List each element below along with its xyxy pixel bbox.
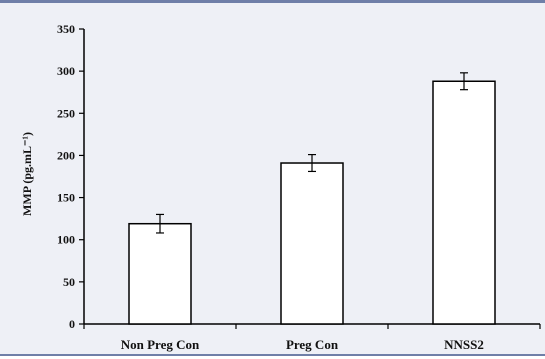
y-tick-label: 50 bbox=[63, 275, 75, 289]
bar bbox=[432, 80, 496, 325]
x-tick-label: NNSS2 bbox=[444, 337, 484, 352]
y-axis-title: MMP (pg.mL⁻¹) bbox=[20, 132, 34, 216]
x-tick-label: Preg Con bbox=[286, 337, 339, 352]
y-tick-label: 0 bbox=[69, 317, 75, 331]
y-tick-label: 100 bbox=[57, 233, 75, 247]
y-tick-label: 150 bbox=[57, 191, 75, 205]
y-tick-label: 200 bbox=[57, 148, 75, 162]
bar-chart: 0 50 100 150 200 250 300 350 Non Preg Con Preg C… bbox=[20, 22, 541, 352]
y-tick-label: 250 bbox=[57, 106, 75, 120]
x-tick-label: Non Preg Con bbox=[121, 337, 200, 352]
bar bbox=[128, 222, 192, 325]
error-bars bbox=[156, 72, 468, 234]
y-ticks: 0 50 100 150 200 250 300 350 bbox=[57, 22, 84, 331]
x-tick-labels: Non Preg Con Preg Con NNSS2 bbox=[121, 337, 484, 352]
bars bbox=[128, 80, 496, 325]
y-tick-label: 300 bbox=[57, 64, 75, 78]
y-tick-label: 350 bbox=[57, 22, 75, 36]
bar bbox=[280, 162, 344, 325]
